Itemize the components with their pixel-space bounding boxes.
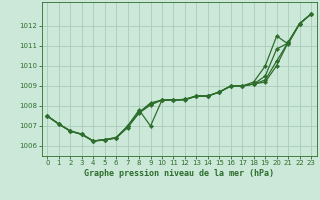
X-axis label: Graphe pression niveau de la mer (hPa): Graphe pression niveau de la mer (hPa) <box>84 169 274 178</box>
